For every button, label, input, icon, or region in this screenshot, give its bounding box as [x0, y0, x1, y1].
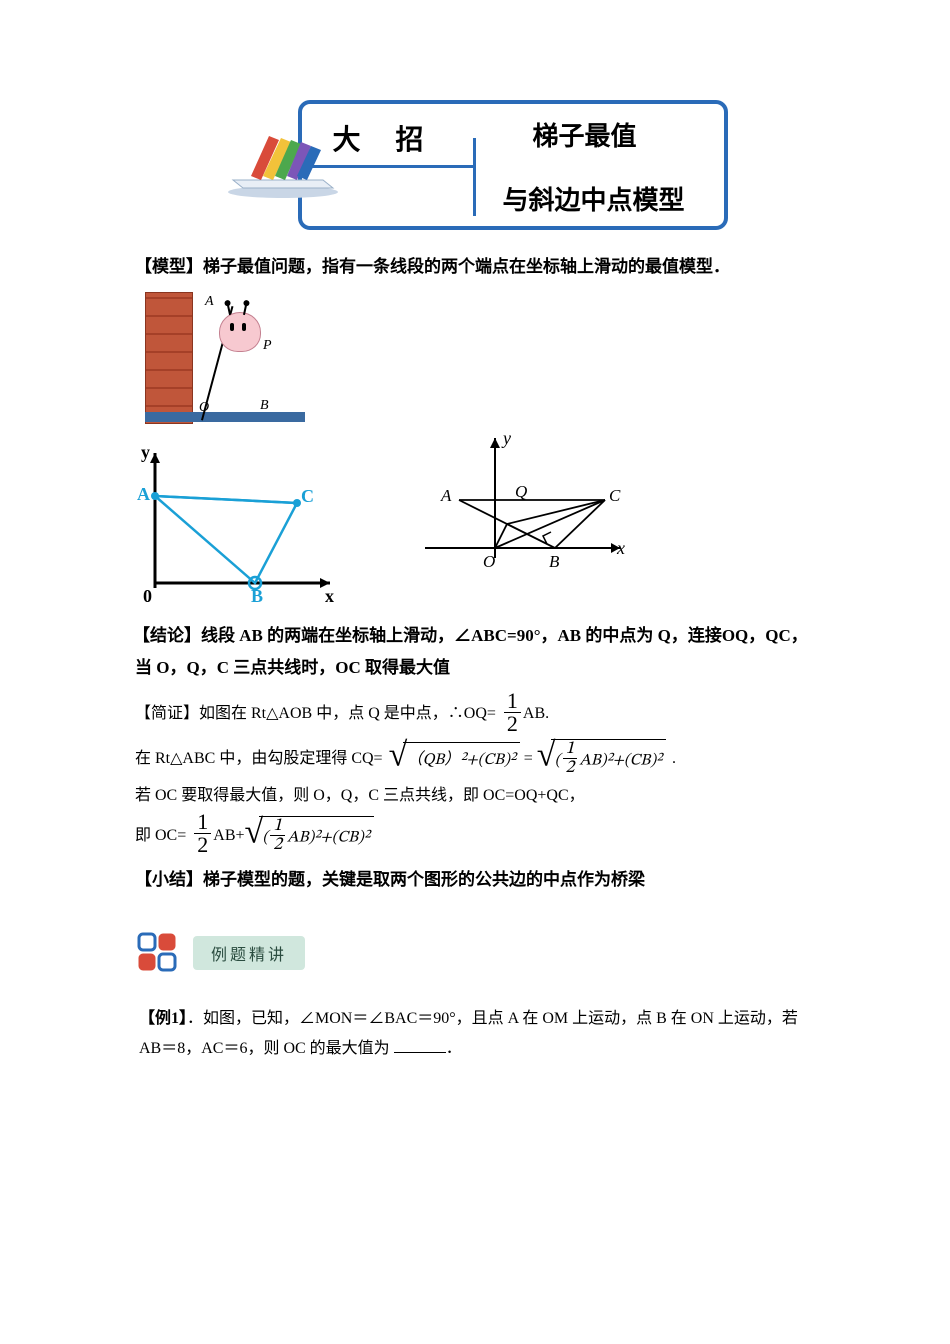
banner-v-divider: [473, 138, 476, 216]
sqrt-left: （QB）²+(CB)²: [389, 742, 520, 775]
sqrt-oc: (12AB)²+(CB)²: [245, 816, 374, 856]
frac1-den: 2: [504, 713, 521, 735]
half-frac-2: 1 2: [194, 811, 211, 856]
diagram-2-svg: [395, 428, 635, 598]
d2-C: C: [609, 486, 620, 506]
diagram-2: y A Q C O B x: [395, 428, 635, 598]
sqrt-left-inner: （QB）²+(CB)²: [403, 742, 520, 775]
wall: [145, 292, 193, 424]
proof-line-3: 若 OC 要取得最大值，则 O，Q，C 三点共线，即 OC=OQ+QC，: [135, 781, 815, 811]
summary: 【小结】梯子模型的题，关键是取两个图形的公共边的中点作为桥梁: [135, 864, 815, 896]
d2-A: A: [441, 486, 451, 506]
frac2-num: 1: [194, 811, 211, 834]
d1-C: C: [301, 486, 314, 507]
d2-B: B: [549, 552, 559, 572]
ladder-label-B: B: [260, 398, 269, 414]
proof2-period: .: [672, 744, 676, 774]
sqrt-right-inner: (12AB)²+(CB)²: [551, 739, 666, 779]
proof-line-2: 在 Rt△ABC 中，由勾股定理得 CQ= （QB）²+(CB)² = (12A…: [135, 739, 815, 779]
example-1: 【例1】．如图，已知，∠MON＝∠BAC＝90°，且点 A 在 OM 上运动，点…: [135, 1004, 815, 1065]
section-title-pill: 例题精讲: [193, 936, 305, 970]
proof-block: 【简证】如图在 Rt△AOB 中，点 Q 是中点，∴OQ= 1 2 AB. 在 …: [135, 692, 815, 858]
d2-O: O: [483, 552, 495, 572]
d2-Q: Q: [515, 482, 527, 502]
model-heading: 【模型】梯子最值问题，指有一条线段的两个端点在坐标轴上滑动的最值模型．: [135, 254, 815, 280]
banner-right-bottom: 与斜边中点模型: [503, 180, 685, 217]
d1-O: 0: [143, 586, 152, 607]
proof-line-1: 【简证】如图在 Rt△AOB 中，点 Q 是中点，∴OQ= 1 2 AB.: [135, 692, 815, 737]
diagram-1: y A C 0 B x: [135, 438, 345, 608]
page: 大 招 梯子最值 与斜边中点模型 【模型】梯子最值问题，指有一条线段的两个端点在…: [0, 0, 950, 1344]
ladder-label-O: O: [199, 400, 209, 416]
proof2-lead: 在 Rt△ABC 中，由勾股定理得 CQ=: [135, 744, 383, 774]
d1-y: y: [141, 442, 150, 463]
d1-x: x: [325, 586, 334, 607]
title-banner: 大 招 梯子最值 与斜边中点模型: [223, 100, 728, 230]
conclusion-line-1: 【结论】线段 AB 的两端在坐标轴上滑动，∠ABC=90°，AB 的中点为 Q，…: [135, 620, 815, 652]
proof4-mid: AB+: [213, 821, 244, 851]
banner-right-top: 梯子最值: [533, 116, 637, 153]
answer-blank: [394, 1036, 446, 1053]
example1-tail: ．: [446, 1040, 462, 1057]
example1-label: 【例1】: [139, 1010, 187, 1027]
conclusion-block: 【结论】线段 AB 的两端在坐标轴上滑动，∠ABC=90°，AB 的中点为 Q，…: [135, 620, 815, 685]
frac2-den: 2: [194, 834, 211, 856]
frac1-num: 1: [504, 690, 521, 713]
squares-icon: [135, 932, 181, 974]
d1-A: A: [137, 484, 150, 505]
d2-y: y: [503, 428, 511, 449]
diagram-1-svg: [135, 438, 345, 608]
example1-text: ．如图，已知，∠MON＝∠BAC＝90°，且点 A 在 OM 上运动，点 B 在…: [139, 1010, 798, 1057]
books-icon: [223, 130, 343, 200]
sqrt-oc-inner: (12AB)²+(CB)²: [259, 816, 374, 856]
conclusion-line-2: 当 O，Q，C 三点共线时，OC 取得最大值: [135, 652, 815, 684]
ladder-illustration: A P O B: [145, 292, 305, 422]
proof-line-4: 即 OC= 1 2 AB+ (12AB)²+(CB)²: [135, 813, 815, 858]
ladder-label-P: P: [263, 338, 272, 354]
ladder-label-A: A: [205, 294, 214, 310]
half-frac-1: 1 2: [504, 690, 521, 735]
floor: [145, 412, 305, 422]
section-header: 例题精讲: [135, 932, 305, 974]
d1-B: B: [251, 586, 263, 607]
proof4-lead: 即 OC=: [135, 821, 186, 851]
proof1-lead: 【简证】如图在 Rt△AOB 中，点 Q 是中点，∴OQ=: [135, 699, 496, 729]
diagram-row: y A C 0 B x: [135, 438, 815, 608]
ghost-icon: [219, 312, 261, 352]
sqrt-right: (12AB)²+(CB)²: [537, 739, 666, 779]
banner-left-label: 大 招: [333, 118, 438, 158]
d2-x: x: [617, 538, 625, 559]
